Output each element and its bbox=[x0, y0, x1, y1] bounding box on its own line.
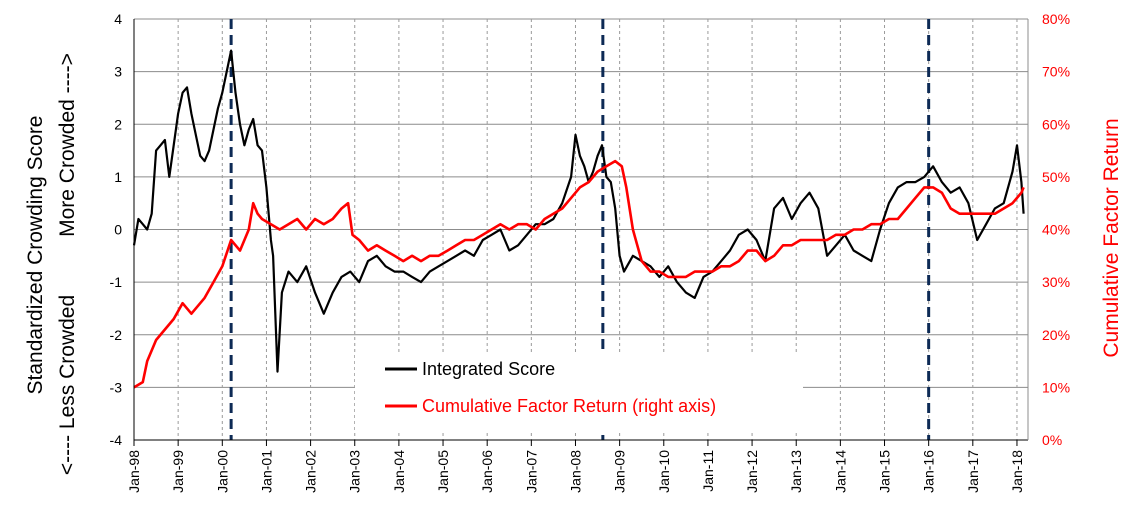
left-axis-subtitle-more: More Crowded ----> bbox=[56, 53, 79, 237]
x-tick-label: Jan-10 bbox=[656, 450, 672, 493]
right-tick-label: 60% bbox=[1042, 116, 1070, 132]
legend: Integrated Score Cumulative Factor Retur… bbox=[355, 352, 803, 430]
right-tick-label: 10% bbox=[1042, 379, 1070, 395]
x-tick-label: Jan-05 bbox=[435, 450, 451, 493]
x-tick-label: Jan-13 bbox=[788, 450, 804, 493]
x-tick-label: Jan-00 bbox=[214, 450, 230, 493]
left-tick-label: -4 bbox=[110, 432, 123, 448]
x-tick-label: Jan-07 bbox=[523, 450, 539, 493]
x-tick-label: Jan-99 bbox=[170, 450, 186, 493]
legend-box bbox=[355, 352, 803, 430]
x-tick-label: Jan-03 bbox=[347, 450, 363, 493]
cumulative-factor-return-line bbox=[133, 159, 1025, 389]
x-tick-label: Jan-16 bbox=[921, 450, 937, 493]
right-tick-label: 50% bbox=[1042, 169, 1070, 185]
x-tick-label: Jan-18 bbox=[1009, 450, 1025, 493]
left-tick-label: -2 bbox=[110, 327, 123, 343]
x-tick-label: Jan-17 bbox=[965, 450, 981, 493]
x-tick-label: Jan-12 bbox=[744, 450, 760, 493]
left-tick-label: 3 bbox=[114, 64, 122, 80]
left-tick-label: 1 bbox=[114, 169, 122, 185]
vertical-markers bbox=[229, 19, 931, 440]
right-axis-title: Cumulative Factor Return bbox=[1100, 118, 1123, 357]
x-tick-label: Jan-11 bbox=[700, 450, 716, 492]
x-tick-label: Jan-08 bbox=[567, 450, 583, 493]
x-tick-label: Jan-09 bbox=[612, 450, 628, 493]
integrated-score-line bbox=[132, 49, 1025, 373]
right-tick-label: 80% bbox=[1042, 11, 1070, 27]
left-tick-label: 4 bbox=[114, 11, 122, 27]
legend-label-cumulative-factor-return: Cumulative Factor Return (right axis) bbox=[422, 396, 716, 416]
x-tick-label: Jan-98 bbox=[126, 450, 142, 493]
x-tick-label: Jan-15 bbox=[877, 450, 893, 493]
left-tick-label: 0 bbox=[114, 222, 122, 238]
left-tick-label: 2 bbox=[114, 116, 122, 132]
right-tick-label: 40% bbox=[1042, 222, 1070, 238]
series-lines bbox=[132, 49, 1025, 389]
axes: -4-3-2-1012340%10%20%30%40%50%60%70%80%J… bbox=[110, 11, 1070, 493]
right-tick-label: 30% bbox=[1042, 274, 1070, 290]
x-tick-label: Jan-14 bbox=[832, 450, 848, 493]
left-axis-subtitle-less: <---- Less Crowded bbox=[56, 295, 79, 475]
right-tick-label: 70% bbox=[1042, 64, 1070, 80]
legend-label-integrated-score: Integrated Score bbox=[422, 359, 555, 379]
right-tick-label: 0% bbox=[1042, 432, 1062, 448]
x-tick-label: Jan-01 bbox=[258, 450, 274, 493]
x-tick-label: Jan-02 bbox=[303, 450, 319, 493]
left-axis-title: Standardized Crowding Score bbox=[24, 116, 47, 395]
left-tick-label: -3 bbox=[110, 379, 123, 395]
left-tick-label: -1 bbox=[110, 274, 123, 290]
right-tick-label: 20% bbox=[1042, 327, 1070, 343]
x-tick-label: Jan-06 bbox=[479, 450, 495, 493]
x-tick-label: Jan-04 bbox=[391, 450, 407, 493]
